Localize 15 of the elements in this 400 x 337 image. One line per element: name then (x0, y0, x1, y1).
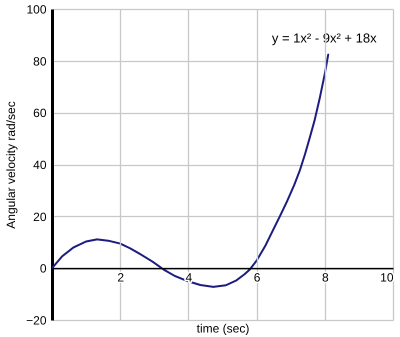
y-tick-label: 80 (33, 54, 47, 68)
x-axis-title: time (sec) (196, 322, 250, 336)
x-tick-label: 10 (380, 270, 394, 285)
y-tick-label: 40 (33, 158, 47, 172)
x-tick-label: 8 (322, 270, 329, 285)
y-tick-label: 100 (26, 2, 47, 16)
x-tick-label: 6 (254, 270, 261, 285)
x-tick-label: 4 (186, 270, 193, 285)
x-tick-label: 2 (117, 270, 124, 285)
y-tick-label: −20 (26, 314, 47, 328)
y-tick-label: 20 (33, 210, 47, 224)
line-series (52, 54, 330, 288)
y-tick-label: 60 (33, 106, 47, 120)
y-axis-title: Angular velocity rad/sec (4, 101, 18, 229)
y-tick-label: 0 (40, 262, 47, 276)
